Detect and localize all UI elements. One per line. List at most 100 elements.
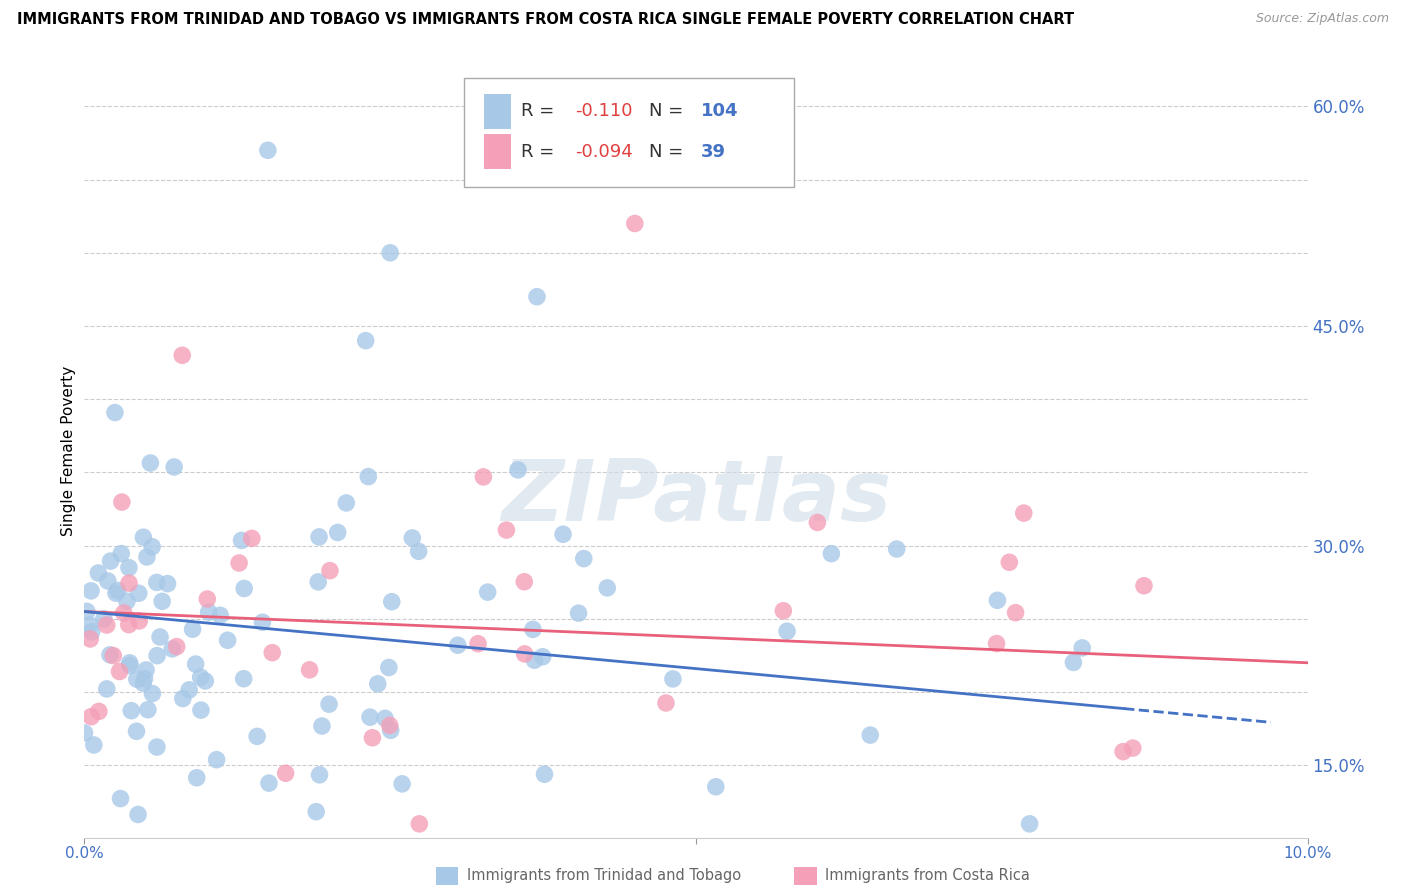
Text: Source: ZipAtlas.com: Source: ZipAtlas.com [1256,12,1389,25]
Point [408,544,430,558]
Point [246,730,269,744]
Text: R =: R = [522,103,560,120]
Point [986,636,1008,650]
Text: N =: N = [650,103,689,120]
Point [467,637,489,651]
Point [104,405,127,419]
Text: 39: 39 [700,143,725,161]
Point [319,564,342,578]
Point [149,630,172,644]
Point [103,648,125,663]
FancyBboxPatch shape [484,94,512,128]
Point [160,641,183,656]
Point [76,604,98,618]
Point [125,672,148,686]
Point [380,723,402,738]
Point [73,726,96,740]
Point [104,586,127,600]
Text: 104: 104 [700,103,738,120]
Point [163,460,186,475]
Point [132,530,155,544]
Point [118,560,141,574]
Point [357,469,380,483]
Point [118,658,141,673]
Point [128,614,150,628]
Point [401,531,423,545]
Point [228,556,250,570]
Point [391,777,413,791]
Point [233,582,256,596]
Point [110,547,132,561]
Point [257,143,280,157]
Point [79,618,101,632]
Point [1071,640,1094,655]
Point [87,566,110,580]
Point [308,530,330,544]
Point [80,583,103,598]
Point [308,768,330,782]
Point [194,673,217,688]
Text: -0.094: -0.094 [575,143,633,161]
Point [205,753,228,767]
Point [378,660,401,674]
Point [146,739,169,754]
Point [190,670,212,684]
Point [1012,506,1035,520]
Point [326,525,349,540]
Point [146,575,169,590]
Point [772,604,794,618]
Point [596,581,619,595]
Point [1004,606,1026,620]
Point [197,605,219,619]
Point [96,681,118,696]
Point [378,718,401,732]
Point [128,586,150,600]
Point [359,710,381,724]
Point [1112,745,1135,759]
Point [141,687,163,701]
Point [318,697,340,711]
Point [96,618,118,632]
Point [1133,579,1156,593]
Point [472,470,495,484]
Point [354,334,377,348]
Point [531,649,554,664]
Point [195,592,218,607]
Point [567,606,589,620]
Point [80,624,103,639]
FancyBboxPatch shape [484,134,512,169]
Point [513,574,536,589]
Point [179,682,201,697]
Text: 0.0%: 0.0% [65,846,104,861]
Point [97,574,120,588]
Point [111,495,134,509]
Text: N =: N = [650,143,689,161]
Point [118,617,141,632]
Point [998,555,1021,569]
Point [190,703,212,717]
Point [274,766,297,780]
Point [374,711,396,725]
Text: Immigrants from Trinidad and Tobago: Immigrants from Trinidad and Tobago [467,869,741,883]
Text: 10.0%: 10.0% [1284,846,1331,861]
Text: R =: R = [522,143,560,161]
Point [98,648,121,662]
Point [1122,741,1144,756]
Point [118,656,141,670]
Point [231,533,253,548]
Point [146,648,169,663]
Point [307,574,329,589]
Point [526,290,548,304]
Point [986,593,1008,607]
Point [506,463,529,477]
Point [135,663,157,677]
Point [156,576,179,591]
Point [112,606,135,620]
Point [262,646,284,660]
Point [209,608,232,623]
Point [523,653,546,667]
Point [776,624,799,639]
Point [115,594,138,608]
Point [380,245,402,260]
Point [806,516,828,530]
